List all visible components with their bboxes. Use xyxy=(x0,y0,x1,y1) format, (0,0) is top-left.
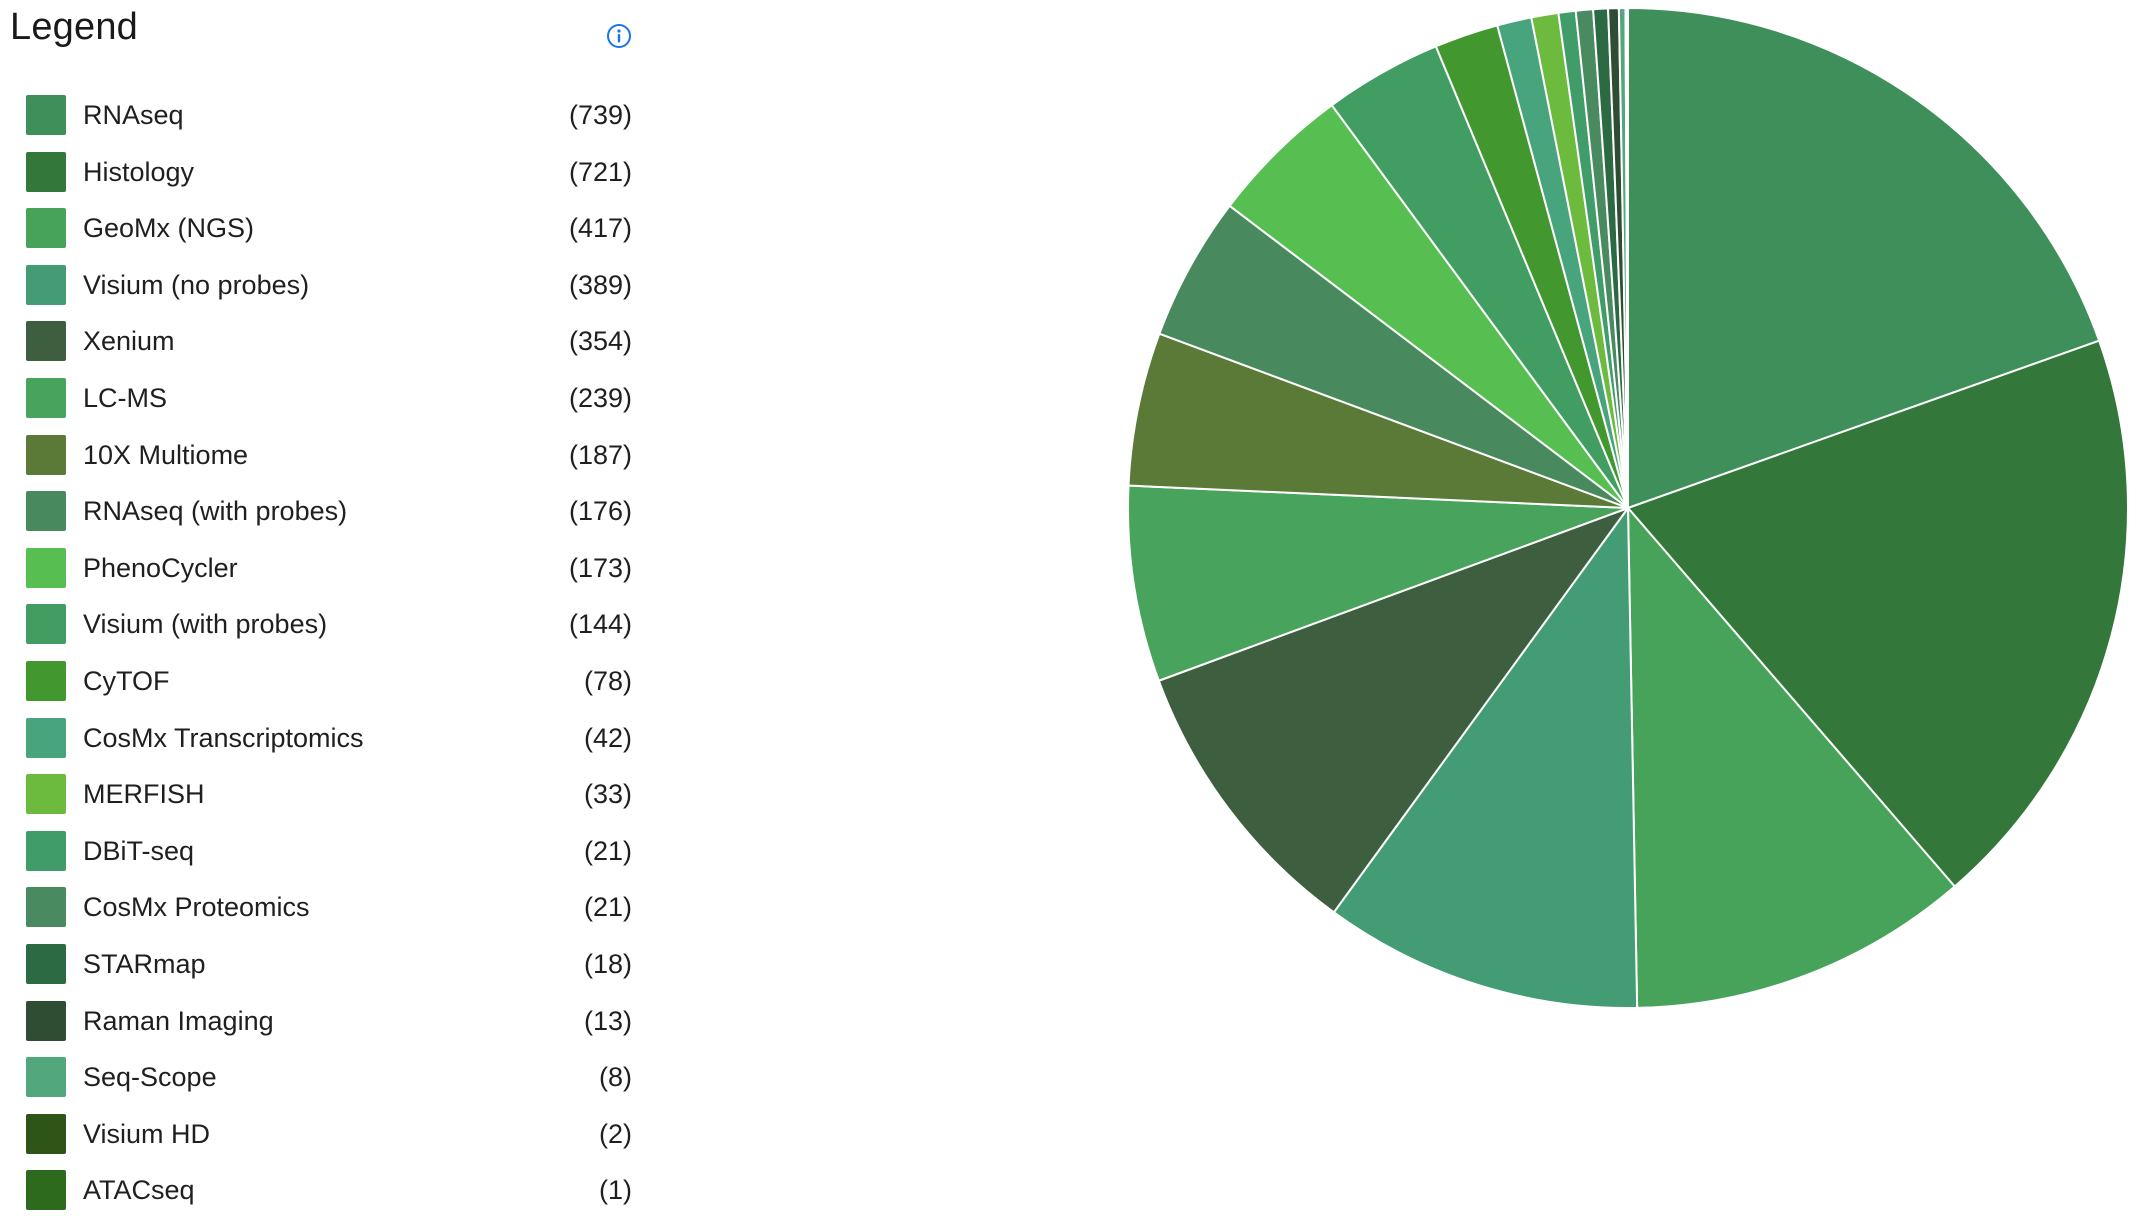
legend-item[interactable]: LC-MS (239) xyxy=(0,368,640,424)
legend-item-label: GeoMx (NGS) xyxy=(83,213,255,244)
legend-item[interactable]: 10X Multiome (187) xyxy=(0,425,640,481)
legend-item-count: (239) xyxy=(568,383,632,413)
legend-item-count: (21) xyxy=(583,835,632,866)
legend-item[interactable]: PhenoCycler (173) xyxy=(0,538,640,594)
pie-slice-histology[interactable] xyxy=(1627,339,2129,888)
legend-item-count: (176) xyxy=(568,496,632,527)
legend-item[interactable]: CosMx Proteomics (21) xyxy=(0,877,640,933)
pie-chart-container xyxy=(1120,0,2134,1214)
legend-item-label: CosMx Proteomics xyxy=(83,892,310,923)
legend-swatch xyxy=(26,1113,66,1154)
legend-swatch xyxy=(26,887,66,928)
legend-item[interactable]: Visium HD (2) xyxy=(0,1104,640,1160)
legend-swatch xyxy=(26,264,66,305)
legend-item-label: 10X Multiome xyxy=(83,439,249,470)
legend-item-label: CosMx Transcriptomics xyxy=(83,722,364,753)
legend-item[interactable]: CyTOF (78) xyxy=(0,651,640,707)
legend-item-label: RNAseq xyxy=(83,100,184,130)
legend-title: Legend xyxy=(10,6,139,48)
legend-item-label: MERFISH xyxy=(83,779,205,810)
legend-item-count: (173) xyxy=(568,552,632,583)
pie-slice-10x-multiome[interactable] xyxy=(1127,332,1629,509)
legend-item-count: (8) xyxy=(599,1062,632,1093)
legend-item-label: RNAseq (with probes) xyxy=(83,496,348,527)
legend-swatch xyxy=(26,944,66,984)
legend-item-label: CyTOF xyxy=(83,666,170,696)
legend-item-label: LC-MS xyxy=(83,383,168,413)
info-icon[interactable] xyxy=(606,23,632,49)
legend-swatch xyxy=(26,774,66,815)
legend-item[interactable]: Seq-Scope (8) xyxy=(0,1047,640,1103)
legend-item-count: (2) xyxy=(599,1118,632,1149)
legend-swatch xyxy=(26,208,66,249)
legend-item-label: Histology xyxy=(83,156,195,187)
legend-item-label: ATACseq xyxy=(83,1175,195,1206)
legend-item-label: Raman Imaging xyxy=(83,1005,274,1036)
legend-swatch xyxy=(26,717,66,758)
legend-item-label: Visium (no probes) xyxy=(83,269,310,300)
legend-swatch xyxy=(26,491,66,532)
legend-item-count: (389) xyxy=(568,269,632,300)
legend-item-count: (144) xyxy=(568,609,632,640)
legend-item[interactable]: Xenium (354) xyxy=(0,311,640,367)
legend-swatch xyxy=(26,547,66,588)
legend-panel: Legend RNAseq (739) Histology (721) GeoMx (N… xyxy=(0,0,640,1214)
legend-swatch xyxy=(26,1057,66,1098)
pie-slice-xenium[interactable] xyxy=(1157,507,1629,914)
legend-item-count: (21) xyxy=(583,892,632,923)
legend-item-count: (739) xyxy=(568,100,632,130)
legend-swatch xyxy=(26,434,66,475)
legend-item-label: Visium HD xyxy=(83,1118,211,1149)
legend-item[interactable]: MERFISH (33) xyxy=(0,764,640,820)
legend-item[interactable]: Visium (with probes) (144) xyxy=(0,594,640,650)
pie-slice-geomx-ngs[interactable] xyxy=(1627,507,1956,1009)
legend-item-label: Seq-Scope xyxy=(83,1062,217,1093)
legend-swatch xyxy=(26,151,66,192)
legend-item-label: Xenium xyxy=(83,326,175,357)
legend-item-count: (187) xyxy=(568,439,632,470)
legend-item[interactable]: RNAseq (739) xyxy=(0,85,640,141)
legend-swatch xyxy=(26,95,66,135)
legend-item[interactable]: Raman Imaging (13) xyxy=(0,991,640,1047)
legend-swatch xyxy=(26,378,66,418)
legend-item[interactable]: RNAseq (with probes) (176) xyxy=(0,481,640,537)
pie-slice-visium-no-probes[interactable] xyxy=(1332,507,1639,1009)
legend-item-label: Visium (with probes) xyxy=(83,609,328,640)
legend-item-count: (1) xyxy=(599,1175,632,1206)
legend-item-count: (33) xyxy=(583,779,632,810)
legend-item[interactable]: ATACseq (1) xyxy=(0,1160,640,1216)
legend-swatch xyxy=(26,321,66,362)
legend-item[interactable]: Visium (no probes) (389) xyxy=(0,255,640,311)
legend-item-count: (721) xyxy=(568,156,632,187)
legend-item[interactable]: STARmap (18) xyxy=(0,934,640,990)
legend-swatch xyxy=(26,830,66,871)
legend-swatch xyxy=(26,1000,66,1041)
legend-item-count: (13) xyxy=(583,1005,632,1036)
legend-item-count: (417) xyxy=(568,213,632,244)
legend-swatch xyxy=(26,1170,66,1211)
legend-item-count: (78) xyxy=(583,666,632,696)
legend-swatch xyxy=(26,661,66,701)
pie-chart xyxy=(1127,6,2129,1009)
legend-item[interactable]: CosMx Transcriptomics (42) xyxy=(0,708,640,764)
legend-item-count: (42) xyxy=(583,722,632,753)
legend-item-label: PhenoCycler xyxy=(83,552,238,583)
pie-slice-lc-ms[interactable] xyxy=(1127,484,1629,682)
legend-swatch xyxy=(26,604,66,645)
legend-item-count: (354) xyxy=(568,326,632,357)
legend-item[interactable]: GeoMx (NGS) (417) xyxy=(0,198,640,254)
legend-item-label: STARmap xyxy=(83,949,206,979)
pie-slice-rnaseq[interactable] xyxy=(1627,7,2101,509)
legend-item-count: (18) xyxy=(583,949,632,979)
pie-slice-atacseq[interactable] xyxy=(1626,6,1629,509)
legend-item[interactable]: DBiT-seq (21) xyxy=(0,821,640,877)
legend-item-label: DBiT-seq xyxy=(83,835,195,866)
legend-item[interactable]: Histology (721) xyxy=(0,142,640,198)
